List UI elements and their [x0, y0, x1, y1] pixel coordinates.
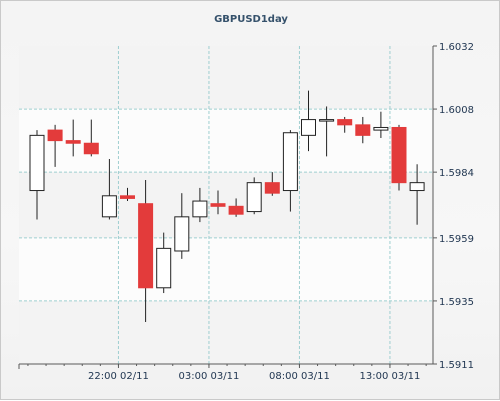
plot-band — [19, 172, 433, 238]
x-tick-label: 03:00 03/11 — [179, 371, 240, 382]
axes: 1.6032 1.6008 1.5984 1.5959 1.5935 1.5911 22:0… — [18, 42, 474, 382]
candle-body — [228, 205, 244, 215]
y-tick-label: 1.5935 — [439, 297, 474, 308]
candle-body — [301, 119, 316, 136]
candle-up — [246, 177, 262, 215]
candle-body — [29, 134, 45, 192]
chart-title: GBPUSD1day — [214, 14, 288, 25]
candle-body — [192, 200, 208, 218]
candle-body — [101, 195, 117, 218]
candle-body — [65, 140, 81, 144]
y-tick-label: 1.6008 — [439, 105, 474, 116]
candle-body — [174, 216, 190, 252]
candle-body — [409, 182, 425, 192]
candle-body — [47, 129, 63, 142]
candle-down — [47, 124, 63, 167]
candle-up — [192, 187, 208, 223]
candle-down — [65, 119, 81, 157]
candle-up — [156, 232, 172, 294]
plot-band — [19, 300, 433, 364]
candle-down — [120, 187, 135, 202]
candle-up — [319, 106, 335, 157]
candle-down — [391, 124, 407, 191]
candle-down — [264, 172, 280, 196]
candle-up — [373, 111, 389, 138]
candle-down — [355, 116, 371, 144]
candle-down — [210, 190, 226, 215]
candle-body — [264, 182, 280, 194]
candle-body — [355, 124, 371, 136]
candle-body — [337, 119, 353, 126]
plot-area — [19, 46, 433, 364]
y-tick-label: 1.5959 — [439, 234, 474, 245]
candle-body — [373, 126, 389, 131]
candles — [29, 90, 425, 322]
candle-body — [120, 195, 135, 199]
y-tick-label: 1.5984 — [439, 168, 474, 179]
candle-body — [391, 126, 407, 184]
candle-body — [282, 132, 298, 192]
candle-up — [301, 90, 316, 152]
candle-body — [319, 119, 335, 122]
candle-up — [101, 159, 117, 220]
candle-body — [156, 247, 172, 289]
grid-lines — [19, 46, 433, 364]
x-tick-label: 08:00 03/11 — [269, 371, 330, 382]
candle-up — [174, 193, 190, 259]
candle-body — [246, 182, 262, 213]
y-tick-label: 1.6032 — [439, 42, 474, 53]
y-tick-label: 1.5911 — [439, 360, 474, 371]
candle-down — [228, 198, 244, 217]
plot-band — [19, 46, 433, 110]
x-tick-label: 22:00 02/11 — [88, 371, 149, 382]
candle-body — [83, 142, 99, 155]
x-tick-label: 13:00 03/11 — [360, 371, 421, 382]
candle-down — [337, 116, 353, 133]
candle-up — [282, 130, 298, 212]
candle-body — [210, 203, 226, 207]
candle-up — [409, 164, 425, 225]
candle-up — [29, 130, 45, 220]
candle-down — [83, 119, 99, 157]
candle-down — [138, 180, 154, 322]
candle-body — [138, 203, 154, 289]
